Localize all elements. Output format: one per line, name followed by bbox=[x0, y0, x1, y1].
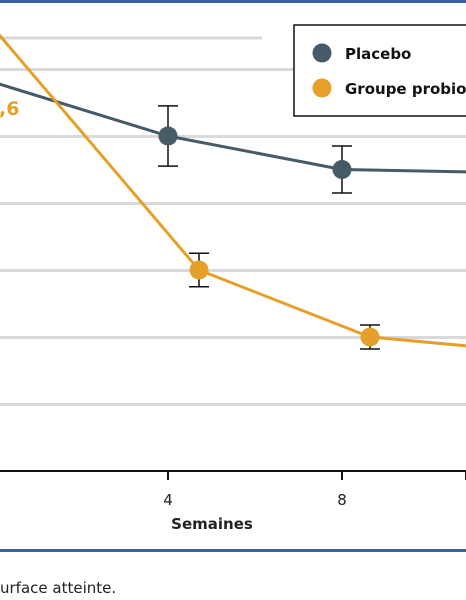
legend-marker bbox=[312, 78, 332, 98]
data-point bbox=[360, 327, 380, 347]
legend-box bbox=[293, 24, 466, 117]
legend: Placebo Groupe probiotique bbox=[293, 24, 466, 117]
series-line bbox=[0, 82, 466, 174]
footnote: urface atteinte. bbox=[0, 579, 117, 597]
series-layer bbox=[0, 33, 466, 350]
data-point bbox=[332, 160, 352, 179]
x-axis-label: Semaines bbox=[171, 515, 253, 533]
x-tick-label: 4 bbox=[163, 491, 173, 509]
legend-label: Placebo bbox=[345, 45, 411, 63]
legend-marker bbox=[312, 43, 332, 63]
data-point bbox=[158, 126, 178, 146]
data-point bbox=[189, 260, 209, 280]
series-line bbox=[0, 33, 466, 348]
series-0 bbox=[0, 82, 466, 194]
grid-lines bbox=[0, 36, 466, 406]
legend-label: Groupe probiotique bbox=[345, 80, 466, 98]
series-1 bbox=[0, 33, 466, 350]
x-tick-label: 8 bbox=[337, 491, 347, 509]
value-annotation: ,6 bbox=[0, 98, 19, 120]
